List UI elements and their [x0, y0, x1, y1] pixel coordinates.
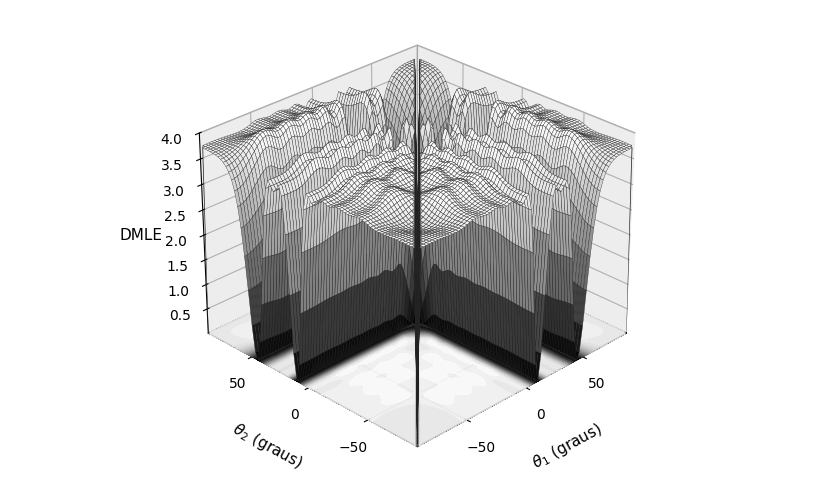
Y-axis label: $\theta_2$ (graus): $\theta_2$ (graus): [229, 420, 306, 473]
X-axis label: $\theta_1$ (graus): $\theta_1$ (graus): [529, 420, 606, 473]
